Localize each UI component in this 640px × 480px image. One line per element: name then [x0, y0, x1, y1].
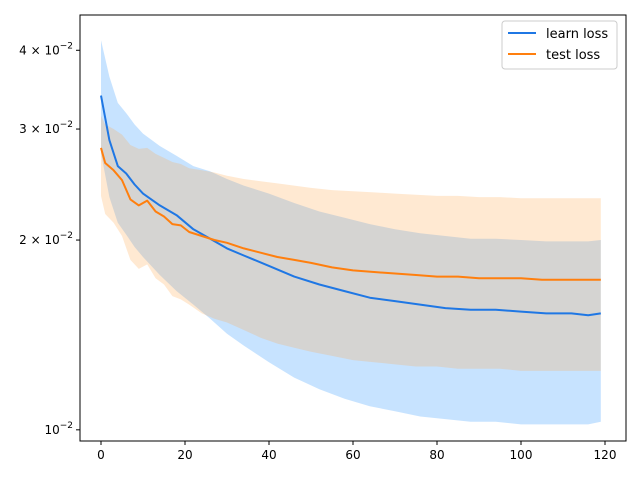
x-axis-ticks: 0 20 40 60 80 100 120 [97, 441, 616, 462]
legend-label-test-loss: test loss [546, 48, 600, 63]
x-tick-label: 0 [97, 448, 105, 462]
legend-label-learn-loss: learn loss [546, 27, 608, 42]
confidence-bands [101, 40, 601, 425]
y-axis-ticks: 10−22 × 10−23 × 10−24 × 10−2 [19, 41, 80, 437]
series-lines [100, 95, 601, 317]
x-tick-label: 80 [429, 448, 444, 462]
x-tick-label: 20 [177, 448, 192, 462]
legend: learn loss test loss [501, 20, 618, 70]
test-loss-line [100, 147, 601, 281]
x-tick-label: 120 [594, 448, 617, 462]
x-tick-label: 100 [510, 448, 533, 462]
y-tick-label: 3 × 10−2 [19, 120, 73, 136]
test-loss-band [101, 115, 601, 371]
y-tick-label: 4 × 10−2 [19, 41, 73, 57]
y-tick-label: 2 × 10−2 [19, 231, 73, 247]
x-tick-label: 60 [345, 448, 360, 462]
x-tick-label: 40 [261, 448, 276, 462]
learn-loss-band [101, 40, 601, 425]
learn-loss-line [100, 95, 601, 317]
